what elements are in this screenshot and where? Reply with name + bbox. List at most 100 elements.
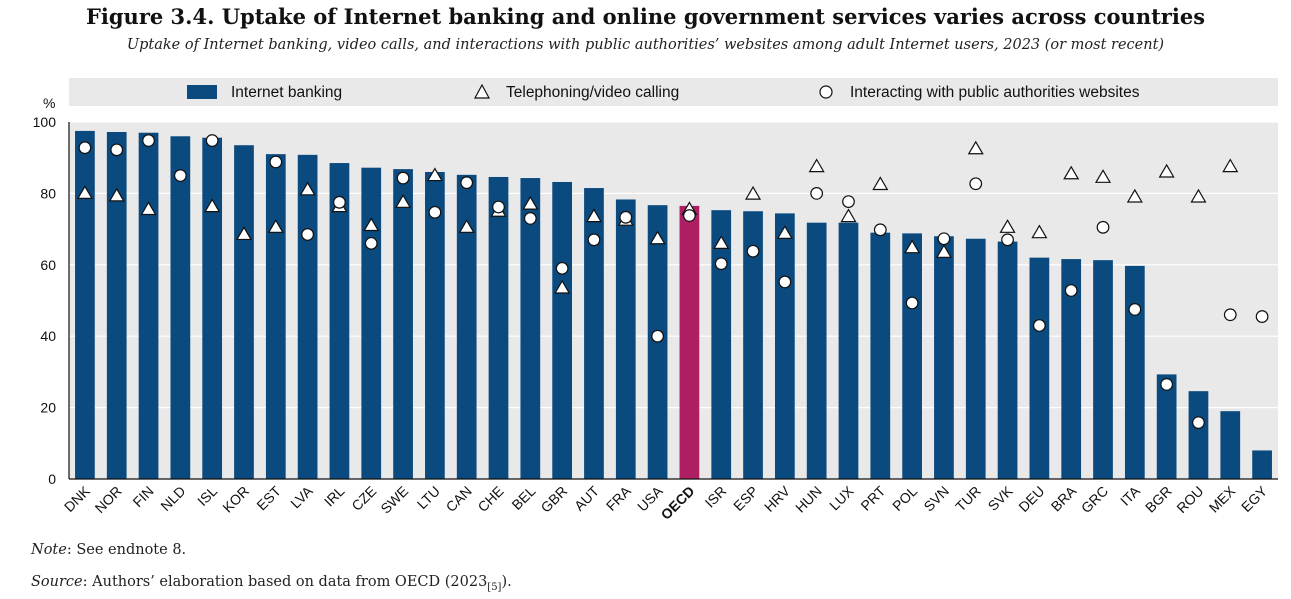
x-tick-label-lux: LUX [826, 482, 857, 513]
y-tick-label-20: 20 [40, 400, 56, 416]
x-tick-label-isl: ISL [194, 483, 220, 509]
legend-label-2: Telephoning/video calling [506, 84, 679, 101]
legend-swatch-internet-banking [187, 85, 217, 99]
legend-circle-icon [819, 85, 833, 99]
circle-svn [937, 232, 951, 246]
source-label: Source [31, 574, 83, 590]
circle-tur [969, 177, 983, 191]
bar-gbr [552, 181, 573, 479]
bar-svn [934, 236, 954, 479]
bar-hun [806, 222, 827, 479]
circle-bra [1064, 284, 1078, 297]
triangle-bra [1063, 165, 1080, 180]
circle-est [269, 155, 283, 169]
triangle-can [458, 219, 475, 233]
circle-irl [333, 195, 346, 209]
circle-hun [810, 186, 824, 200]
triangle-gbr [554, 279, 571, 294]
x-tick-label-fin: FIN [129, 483, 156, 510]
bar-prt [870, 232, 891, 479]
triangle-kor [235, 226, 253, 241]
bar-can [456, 174, 477, 479]
triangle-dnk [76, 185, 93, 199]
circle-hrv [778, 275, 792, 289]
x-tick-label-esp: ESP [730, 483, 761, 514]
note-line: Note: See endnote 8. [31, 542, 186, 558]
bar-tur [965, 238, 986, 479]
triangle-hrv [776, 225, 793, 239]
x-tick-label-irl: IRL [321, 483, 348, 510]
bar-fra [615, 199, 636, 479]
circle-esp [746, 244, 760, 258]
source-text: : Authors’ elaboration based on data fro… [82, 574, 488, 590]
x-tick-label-pol: POL [889, 483, 920, 514]
circle-dnk [78, 141, 92, 155]
bar-mex [1220, 411, 1241, 479]
x-tick-label-che: CHE [474, 483, 506, 515]
triangle-lva [299, 181, 316, 196]
x-tick-label-deu: DEU [1015, 483, 1047, 515]
x-tick-label-hun: HUN [792, 483, 825, 516]
x-tick-label-prt: PRT [857, 482, 888, 513]
bar-deu [1029, 257, 1050, 479]
x-tick-label-ltu: LTU [414, 483, 443, 512]
circle-can [460, 176, 474, 190]
circle-isr [714, 257, 728, 271]
chart-title: Figure 3.4. Uptake of Internet banking a… [85, 4, 1206, 29]
triangle-esp [744, 185, 762, 200]
legend-label-3: Interacting with public authorities webs… [850, 84, 1140, 101]
circle-usa [651, 329, 664, 343]
x-tick-label-swe: SWE [377, 483, 411, 517]
x-tick-label-lva: LVA [287, 482, 316, 511]
triangle-hun [808, 158, 825, 173]
x-tick-label-gbr: GBR [537, 483, 570, 516]
triangle-bgr [1158, 163, 1175, 178]
y-tick-label-40: 40 [40, 328, 56, 344]
triangle-lux [840, 208, 857, 223]
bar-lva [297, 154, 318, 479]
triangle-svk [999, 219, 1016, 233]
note-text: : See endnote 8. [66, 542, 187, 558]
circle-svk [1001, 233, 1014, 247]
circle-rou [1192, 416, 1205, 429]
circle-deu [1032, 319, 1046, 332]
bar-oecd [679, 205, 700, 479]
x-tick-label-cze: CZE [348, 483, 379, 514]
x-tick-label-rou: ROU [1173, 483, 1206, 516]
triangle-isr [713, 235, 730, 249]
bar-chart: Internet banking Telephoning/video callin… [33, 78, 1278, 523]
triangle-prt [872, 176, 889, 191]
x-tick-label-fra: FRA [603, 482, 635, 514]
x-tick-label-hrv: HRV [761, 482, 794, 515]
bar-esp [743, 211, 763, 479]
bar-cze [361, 167, 382, 480]
y-tick-label-100: 100 [33, 114, 57, 130]
bar-pol [902, 233, 922, 479]
circle-bel [523, 211, 537, 225]
circle-gbr [555, 261, 569, 275]
bar-swe [393, 169, 413, 479]
legend-background [69, 78, 1278, 106]
triangle-nor [108, 187, 125, 202]
triangle-fin [140, 201, 157, 216]
bar-dnk [75, 130, 95, 480]
triangle-tur [967, 140, 984, 155]
x-tick-label-kor: KOR [219, 483, 252, 516]
bar-est [265, 154, 286, 479]
bar-lux [838, 222, 859, 479]
y-tick-label-0: 0 [48, 471, 56, 487]
triangle-grc [1094, 169, 1112, 183]
bar-isl [202, 137, 223, 479]
triangle-mex [1222, 158, 1239, 173]
circle-fin [142, 134, 155, 147]
bar-fin [138, 132, 159, 479]
bar-isr [711, 210, 732, 479]
bar-grc [1093, 260, 1113, 479]
x-tick-label-svk: SVK [985, 482, 1017, 514]
x-tick-label-bel: BEL [508, 483, 538, 513]
x-tick-label-nor: NOR [92, 483, 125, 516]
bar-che [488, 176, 509, 479]
circle-cze [364, 236, 378, 250]
x-tick-label-bgr: BGR [1142, 483, 1175, 516]
bar-egy [1252, 450, 1272, 479]
